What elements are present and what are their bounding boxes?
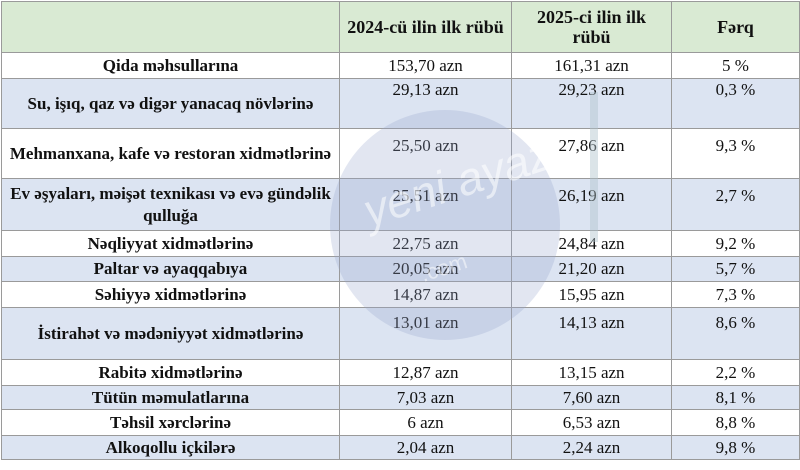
header-2025-cell: 2025-ci ilin ilk rübü (511, 1, 672, 53)
category-cell: İstirahət və mədəniyyət xidmətlərinə (1, 307, 340, 360)
diff-cell: 8,6 % (671, 307, 800, 360)
diff-cell: 5 % (671, 52, 800, 79)
category-cell: Alkoqollu içkilərə (1, 435, 340, 460)
category-cell: Mehmanxana, kafe və restoran xidmətlərin… (1, 128, 340, 179)
value-2025-cell: 7,60 azn (511, 385, 672, 410)
diff-cell: 9,2 % (671, 230, 800, 257)
value-2024-cell: 7,03 azn (339, 385, 512, 410)
diff-cell: 9,3 % (671, 128, 800, 179)
category-cell: Qida məhsullarına (1, 52, 340, 79)
table-header-row: 2024-cü ilin ilk rübü 2025-ci ilin ilk r… (1, 1, 800, 53)
value-2025-cell: 13,15 azn (511, 359, 672, 386)
category-cell: Tütün məmulatlarına (1, 385, 340, 410)
value-2025-cell: 15,95 azn (511, 281, 672, 308)
table-row: Alkoqollu içkilərə 2,04 azn 2,24 azn 9,8… (1, 435, 800, 460)
header-2024-cell: 2024-cü ilin ilk rübü (339, 1, 512, 53)
diff-cell: 2,2 % (671, 359, 800, 386)
category-cell: Səhiyyə xidmətlərinə (1, 281, 340, 308)
value-2025-cell: 26,19 azn (511, 178, 672, 231)
value-2025-cell: 6,53 azn (511, 409, 672, 436)
table-row: Rabitə xidmətlərinə 12,87 azn 13,15 azn … (1, 359, 800, 386)
value-2024-cell: 25,51 azn (339, 178, 512, 231)
value-2025-cell: 161,31 azn (511, 52, 672, 79)
value-2025-cell: 14,13 azn (511, 307, 672, 360)
diff-cell: 9,8 % (671, 435, 800, 460)
category-cell: Təhsil xərclərinə (1, 409, 340, 436)
value-2025-cell: 2,24 azn (511, 435, 672, 460)
category-cell: Rabitə xidmətlərinə (1, 359, 340, 386)
diff-cell: 8,1 % (671, 385, 800, 410)
diff-cell: 7,3 % (671, 281, 800, 308)
value-2025-cell: 29,23 azn (511, 78, 672, 129)
value-2024-cell: 22,75 azn (339, 230, 512, 257)
value-2024-cell: 14,87 azn (339, 281, 512, 308)
diff-cell: 2,7 % (671, 178, 800, 231)
value-2025-cell: 21,20 azn (511, 256, 672, 282)
header-diff-cell: Fərq (671, 1, 800, 53)
value-2024-cell: 12,87 azn (339, 359, 512, 386)
value-2024-cell: 20,05 azn (339, 256, 512, 282)
table-row: Tütün məmulatlarına 7,03 azn 7,60 azn 8,… (1, 385, 800, 410)
value-2024-cell: 153,70 azn (339, 52, 512, 79)
diff-cell: 0,3 % (671, 78, 800, 129)
table-row: Nəqliyyat xidmətlərinə 22,75 azn 24,84 a… (1, 230, 800, 257)
table-row: Su, işıq, qaz və digər yanacaq növlərinə… (1, 78, 800, 129)
value-2024-cell: 29,13 azn (339, 78, 512, 129)
table-row: İstirahət və mədəniyyət xidmətlərinə 13,… (1, 307, 800, 360)
category-cell: Su, işıq, qaz və digər yanacaq növlərinə (1, 78, 340, 129)
diff-cell: 8,8 % (671, 409, 800, 436)
table-row: Paltar və ayaqqabıya 20,05 azn 21,20 azn… (1, 256, 800, 282)
category-cell: Paltar və ayaqqabıya (1, 256, 340, 282)
category-cell: Ev əşyaları, məişət texnikası və evə gün… (1, 178, 340, 231)
value-2024-cell: 2,04 azn (339, 435, 512, 460)
category-cell: Nəqliyyat xidmətlərinə (1, 230, 340, 257)
value-2024-cell: 25,50 azn (339, 128, 512, 179)
value-2024-cell: 13,01 azn (339, 307, 512, 360)
header-category-cell (1, 1, 340, 53)
value-2025-cell: 27,86 azn (511, 128, 672, 179)
value-2024-cell: 6 azn (339, 409, 512, 436)
table-row: Mehmanxana, kafe və restoran xidmətlərin… (1, 128, 800, 179)
table-row: Ev əşyaları, məişət texnikası və evə gün… (1, 178, 800, 231)
diff-cell: 5,7 % (671, 256, 800, 282)
table-row: Təhsil xərclərinə 6 azn 6,53 azn 8,8 % (1, 409, 800, 436)
value-2025-cell: 24,84 azn (511, 230, 672, 257)
table-row: Səhiyyə xidmətlərinə 14,87 azn 15,95 azn… (1, 281, 800, 308)
spending-comparison-table: 2024-cü ilin ilk rübü 2025-ci ilin ilk r… (1, 1, 800, 460)
table-row: Qida məhsullarına 153,70 azn 161,31 azn … (1, 52, 800, 79)
